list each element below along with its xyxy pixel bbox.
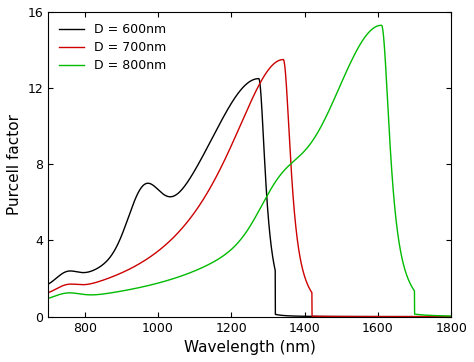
D = 600nm [256, 76, 262, 81]
D = 600nm [377, 315, 383, 319]
D = 600nm [308, 314, 313, 319]
D = 600nm [199, 155, 205, 160]
D = 700nm [448, 315, 454, 319]
D = 600nm [287, 314, 293, 318]
D = 800nm [448, 314, 454, 318]
D = 700nm [377, 315, 383, 319]
Y-axis label: Purcell factor: Purcell factor [7, 114, 22, 215]
D = 600nm [346, 314, 352, 319]
D = 700nm [118, 271, 124, 275]
X-axis label: Wavelength (nm): Wavelength (nm) [184, 340, 316, 355]
Line: D = 700nm: D = 700nm [48, 60, 451, 317]
D = 800nm [346, 64, 352, 68]
D = 700nm [281, 58, 286, 62]
D = 800nm [287, 163, 292, 167]
D = 800nm [307, 142, 313, 146]
Line: D = 600nm: D = 600nm [48, 79, 451, 317]
D = 800nm [377, 23, 383, 28]
Legend: D = 600nm, D = 700nm, D = 800nm: D = 600nm, D = 700nm, D = 800nm [55, 18, 172, 77]
D = 800nm [379, 23, 384, 28]
D = 700nm [287, 144, 293, 149]
D = 700nm [308, 288, 313, 292]
D = 700nm [346, 314, 352, 319]
D = 600nm [118, 234, 124, 239]
D = 600nm [448, 315, 454, 319]
D = 700nm [46, 291, 51, 295]
D = 700nm [199, 199, 205, 203]
D = 600nm [46, 282, 51, 286]
D = 800nm [199, 265, 205, 270]
D = 800nm [118, 289, 124, 293]
D = 800nm [46, 296, 51, 300]
Line: D = 800nm: D = 800nm [48, 25, 451, 316]
